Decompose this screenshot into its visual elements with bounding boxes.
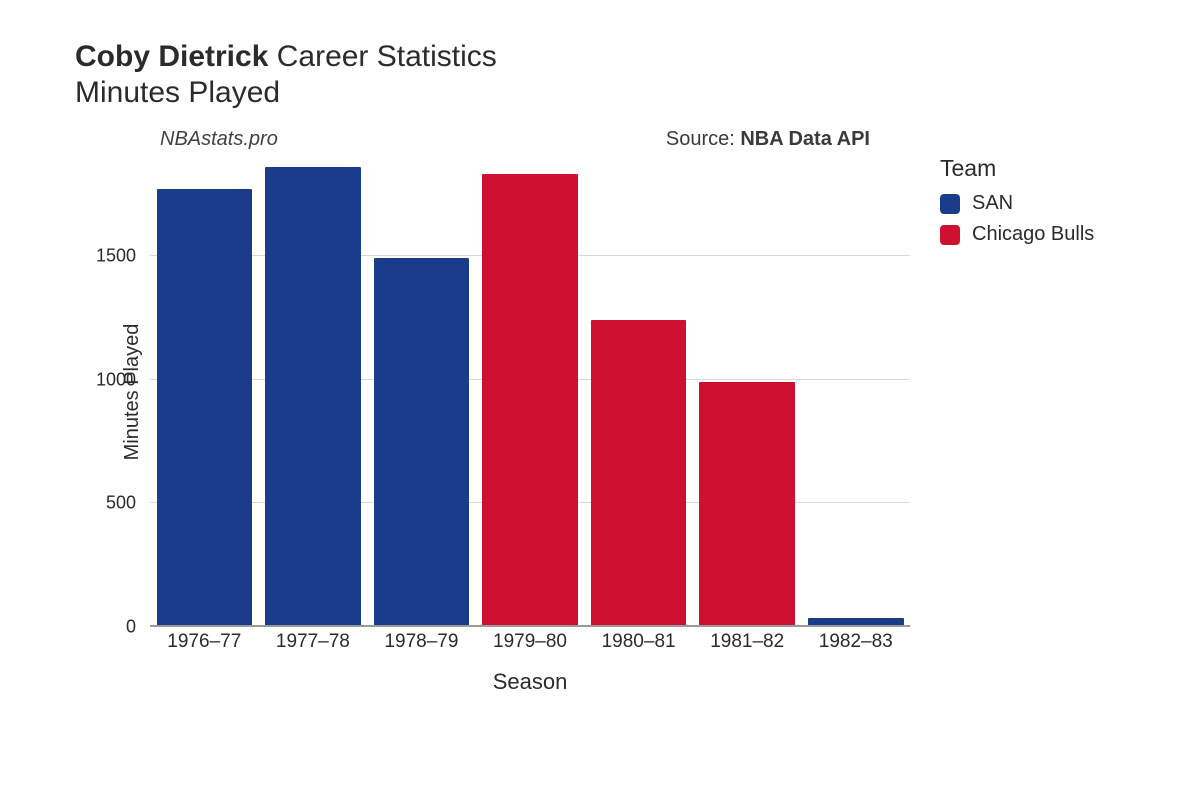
y-axis-label: Minutes Played (121, 324, 144, 461)
x-tick-label: 1977–78 (259, 631, 368, 653)
x-tick-label: 1976–77 (150, 631, 259, 653)
chart-title-line2: Minutes Played (75, 76, 1160, 110)
bar (482, 174, 578, 627)
data-source: Source: NBA Data API (666, 128, 870, 151)
bar (699, 382, 795, 627)
source-label: Source: (666, 128, 740, 150)
bar-slot (476, 157, 585, 627)
bar (265, 167, 361, 627)
y-tick-label: 1000 (56, 369, 136, 390)
legend-item: Chicago Bulls (940, 223, 1094, 246)
x-axis-label: Season (150, 669, 910, 695)
source-value: NBA Data API (740, 128, 870, 150)
y-tick-label: 0 (56, 617, 136, 638)
bar-slot (150, 157, 259, 627)
plot-area: 050010001500 (150, 157, 910, 627)
bar (374, 258, 470, 627)
chart-container: Coby Dietrick Career Statistics Minutes … (0, 0, 1200, 800)
x-ticks-group: 1976–771977–781978–791979–801980–811981–… (150, 631, 910, 653)
legend: Team SAN Chicago Bulls (940, 155, 1094, 254)
title-player-name: Coby Dietrick (75, 40, 268, 73)
bar-slot (801, 157, 910, 627)
x-tick-label: 1978–79 (367, 631, 476, 653)
x-tick-label: 1981–82 (693, 631, 802, 653)
chart-stage: Minutes Played 050010001500 1976–771977–… (50, 157, 1160, 717)
chart-title-line1: Coby Dietrick Career Statistics (75, 40, 1160, 74)
x-tick-label: 1980–81 (584, 631, 693, 653)
bars-group (150, 157, 910, 627)
title-suffix: Career Statistics (268, 40, 496, 73)
legend-label: SAN (972, 192, 1013, 215)
bar-slot (693, 157, 802, 627)
legend-swatch (940, 225, 960, 245)
bar-slot (259, 157, 368, 627)
bar (591, 320, 687, 627)
legend-swatch (940, 194, 960, 214)
legend-title: Team (940, 155, 1094, 182)
y-tick-label: 1500 (56, 245, 136, 266)
bar (157, 189, 253, 627)
legend-label: Chicago Bulls (972, 223, 1094, 246)
x-tick-label: 1982–83 (801, 631, 910, 653)
bar-slot (584, 157, 693, 627)
subheader-row: NBAstats.pro Source: NBA Data API (50, 128, 1160, 151)
site-credit: NBAstats.pro (160, 128, 278, 151)
legend-item: SAN (940, 192, 1094, 215)
x-axis-baseline (150, 625, 910, 627)
legend-items: SAN Chicago Bulls (940, 192, 1094, 246)
y-tick-label: 500 (56, 493, 136, 514)
bar-slot (367, 157, 476, 627)
x-tick-label: 1979–80 (476, 631, 585, 653)
